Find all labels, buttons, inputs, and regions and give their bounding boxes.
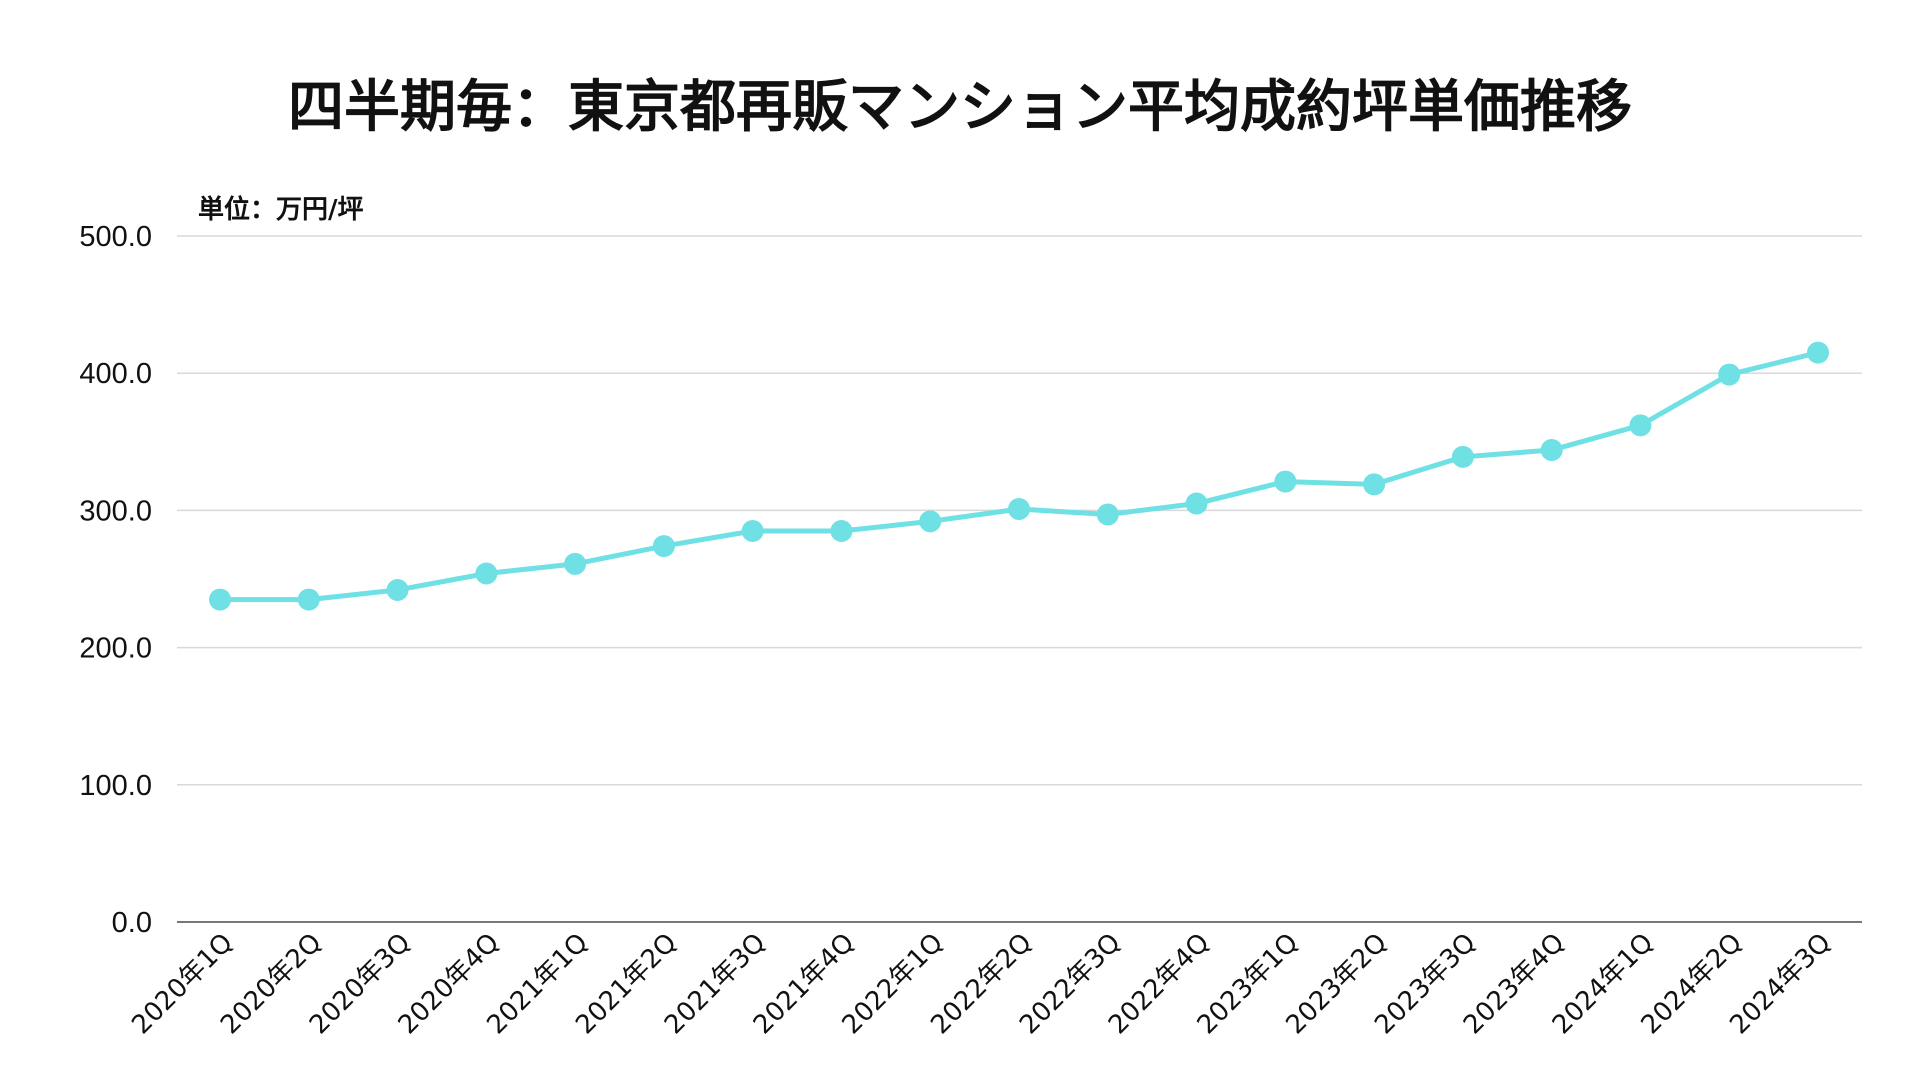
data-point [1185, 492, 1208, 515]
data-point [1718, 363, 1741, 386]
data-point [652, 535, 675, 558]
data-point [1363, 473, 1386, 496]
y-tick-label: 300.0 [79, 495, 152, 527]
y-tick-label: 0.0 [112, 907, 152, 939]
data-point [1807, 341, 1829, 364]
data-point [475, 562, 498, 585]
data-point [1096, 503, 1119, 526]
data-point [564, 552, 587, 575]
data-point [1451, 445, 1474, 468]
data-point [919, 510, 942, 533]
data-point [386, 578, 409, 601]
data-point [1540, 439, 1563, 462]
series-group [209, 341, 1829, 611]
series-line [217, 350, 1821, 603]
x-axis-ticks: 2020年1Q2020年2Q2020年3Q2020年4Q2021年1Q2021年… [126, 928, 1837, 1041]
data-point [741, 519, 764, 542]
y-tick-label: 200.0 [79, 633, 152, 665]
y-axis-ticks: 0.0 100.0 200.0 300.0 400.0 500.0 [79, 221, 152, 939]
y-tick-label: 100.0 [79, 770, 152, 802]
data-point [1274, 470, 1297, 493]
data-point [1629, 414, 1652, 437]
chart-title: 四半期毎：東京都再販マンション平均成約坪単価推移 [288, 75, 1632, 140]
gridlines [177, 235, 1862, 923]
data-point [1008, 498, 1030, 521]
y-tick-label: 500.0 [79, 221, 152, 253]
y-tick-label: 400.0 [79, 358, 152, 390]
unit-label: 単位：万円/坪 [198, 194, 364, 225]
data-point [209, 588, 231, 611]
data-point [297, 588, 320, 611]
data-point [830, 519, 853, 542]
